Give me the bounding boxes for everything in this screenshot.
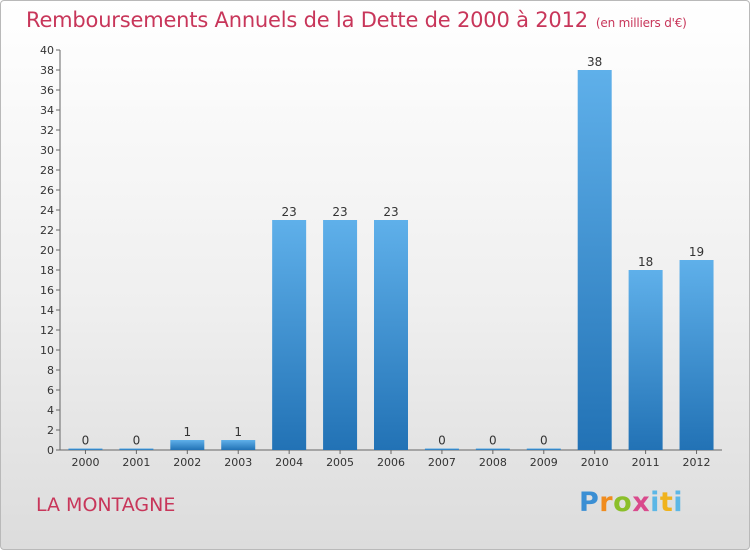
y-tick-label: 40 [40,44,54,57]
x-tick-label-2002: 2002 [173,456,201,469]
x-tick-label-2008: 2008 [479,456,507,469]
bar-2010 [577,70,612,450]
x-tick-label-2011: 2011 [632,456,660,469]
bar-2003 [221,440,256,450]
bars: 0 0 1 1 23 23 23 0 0 0 38 18 19 [68,55,714,450]
y-tick-label: 8 [47,364,54,377]
bar-2000 [68,448,103,450]
data-label-2004: 23 [282,205,297,219]
data-label-2000: 0 [82,434,90,448]
data-label-2009: 0 [540,434,548,448]
data-label-2002: 1 [183,425,191,439]
data-label-2003: 1 [234,425,242,439]
y-tick-label: 32 [40,124,54,137]
x-tick-label-2006: 2006 [377,456,405,469]
bar-2004 [272,220,307,450]
data-label-2010: 38 [587,55,602,69]
y-tick-label: 6 [47,384,54,397]
x-tick-label-2010: 2010 [581,456,609,469]
x-tick-label-2000: 2000 [71,456,99,469]
chart-title-text: Remboursements Annuels de la Dette de 20… [26,8,588,32]
data-label-2001: 0 [133,434,141,448]
data-label-2012: 19 [689,245,704,259]
data-label-2011: 18 [638,255,653,269]
y-tick-label: 22 [40,224,54,237]
chart-subtitle: (en milliers d'€) [595,16,687,30]
bar-2011 [628,270,663,450]
bar-2001 [119,448,154,450]
y-tick-label: 34 [40,104,54,117]
data-label-2007: 0 [438,434,446,448]
bar-2009 [526,448,561,450]
y-tick-label: 38 [40,64,54,77]
y-tick-label: 16 [40,284,54,297]
bar-2007 [424,448,459,450]
y-tick-label: 20 [40,244,54,257]
commune-name: LA MONTAGNE [36,494,176,516]
y-tick-label: 30 [40,144,54,157]
y-tick-label: 14 [40,304,54,317]
data-label-2008: 0 [489,434,497,448]
data-label-2005: 23 [332,205,347,219]
data-label-2006: 23 [383,205,398,219]
y-tick-label: 24 [40,204,54,217]
x-tick-label-2001: 2001 [122,456,150,469]
y-tick-label: 36 [40,84,54,97]
chart-title: Remboursements Annuels de la Dette de 20… [26,8,687,32]
y-tick-label: 26 [40,184,54,197]
y-tick-label: 2 [47,424,54,437]
x-tick-label-2009: 2009 [530,456,558,469]
x-tick-label-2005: 2005 [326,456,354,469]
bar-2012 [679,260,714,450]
y-tick-label: 12 [40,324,54,337]
bar-2002 [170,440,205,450]
bar-2006 [374,220,408,450]
x-tick-label-2004: 2004 [275,456,303,469]
bar-2005 [323,220,358,450]
y-tick-label: 4 [47,404,54,417]
y-tick-label: 18 [40,264,54,277]
y-tick-label: 10 [40,344,54,357]
proxiti-logo: Proxiti [579,487,684,518]
x-tick-label-2012: 2012 [683,456,711,469]
y-tick-label: 28 [40,164,54,177]
bar-2008 [475,448,510,450]
x-tick-label-2007: 2007 [428,456,456,469]
x-tick-label-2003: 2003 [224,456,252,469]
y-tick-label: 0 [47,444,54,457]
